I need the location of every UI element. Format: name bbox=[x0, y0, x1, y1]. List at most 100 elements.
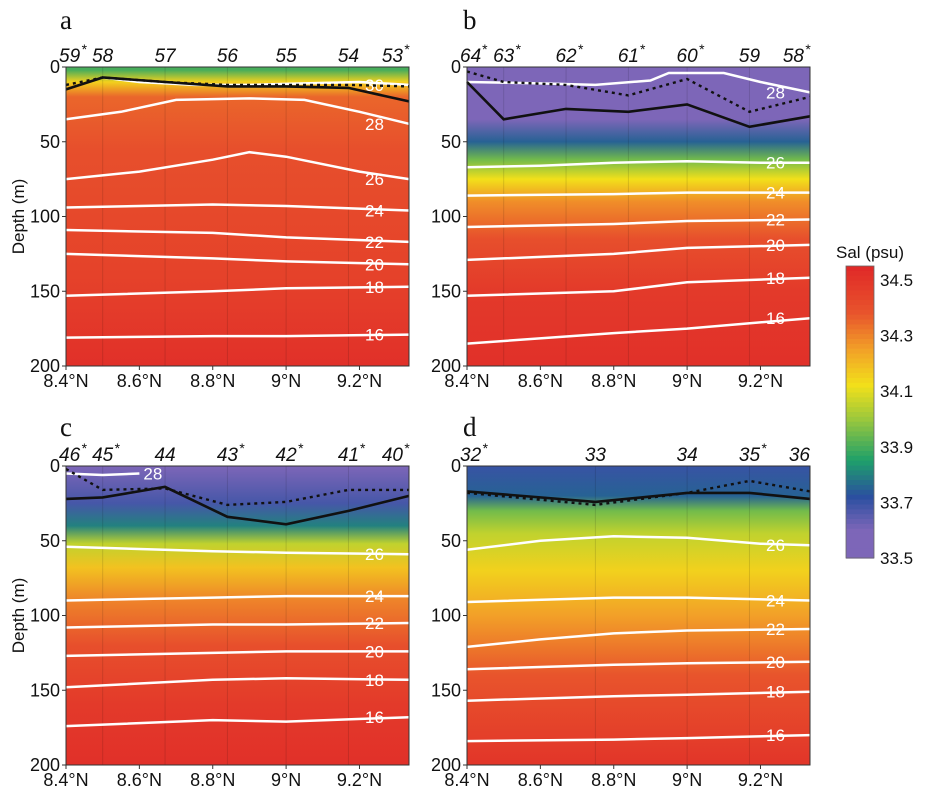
isotherm-26 bbox=[65, 545, 410, 556]
isotherm-label: 18 bbox=[766, 269, 785, 288]
colorbar-segment bbox=[846, 519, 874, 525]
colorbar-segment bbox=[846, 392, 874, 398]
isotherm-label: 28 bbox=[143, 464, 162, 483]
x-tick-label: 9.2°N bbox=[337, 371, 382, 391]
isotherm-label: 28 bbox=[365, 115, 384, 134]
isotherm-label: 20 bbox=[365, 642, 384, 661]
x-tick-label: 8.6°N bbox=[518, 371, 563, 391]
isotherm-24 bbox=[65, 594, 409, 602]
colorbar-segment bbox=[846, 300, 874, 306]
colorbar-segment bbox=[846, 436, 874, 442]
colorbar-segment bbox=[846, 465, 874, 471]
station-star: * bbox=[360, 440, 366, 456]
colorbar-tick-label: 34.1 bbox=[880, 382, 913, 401]
station-label: 43 bbox=[217, 445, 239, 466]
colorbar-segment bbox=[846, 285, 874, 291]
mixed-layer-dotted bbox=[65, 467, 409, 507]
station-star: * bbox=[82, 440, 88, 456]
isotherm-label: 18 bbox=[365, 278, 384, 297]
x-tick-label: 8.8°N bbox=[190, 371, 235, 391]
x-tick-label: 8.6°N bbox=[117, 770, 162, 790]
mixed-layer-dotted bbox=[466, 479, 811, 507]
colorbar-segment bbox=[846, 446, 874, 452]
salinity-field-a bbox=[66, 67, 409, 366]
x-tick-label: 9°N bbox=[672, 770, 702, 790]
station-label: 64 bbox=[460, 46, 481, 67]
salinity-field-c bbox=[66, 466, 409, 765]
colorbar-tick-label: 33.9 bbox=[880, 438, 913, 457]
station-label: 41 bbox=[338, 445, 359, 466]
station-label: 59 bbox=[59, 46, 81, 67]
station-star: * bbox=[115, 440, 121, 456]
x-tick-label: 9.2°N bbox=[738, 770, 783, 790]
station-label: 35 bbox=[739, 445, 761, 466]
colorbar-tick-label: 34.3 bbox=[880, 327, 913, 346]
isotherm-22 bbox=[65, 228, 410, 244]
isotherm-label: 22 bbox=[365, 233, 384, 252]
colorbar-segment bbox=[846, 339, 874, 345]
isotherm-label: 28 bbox=[766, 83, 785, 102]
isotherm-18 bbox=[466, 276, 811, 297]
isotherm-label: 18 bbox=[365, 671, 384, 690]
station-label: 60 bbox=[677, 46, 699, 67]
y-tick-label: 200 bbox=[431, 755, 461, 775]
station-label: 62 bbox=[555, 46, 577, 67]
colorbar-segment bbox=[846, 353, 874, 360]
colorbar-segment bbox=[846, 450, 874, 457]
colorbar-segment bbox=[846, 470, 874, 476]
x-tick-label: 8.4°N bbox=[444, 371, 489, 391]
colorbar-segment bbox=[846, 358, 874, 364]
station-label: 56 bbox=[217, 46, 239, 67]
station-label: 63 bbox=[493, 46, 515, 67]
colorbar-segment bbox=[846, 412, 874, 418]
y-tick-label: 100 bbox=[431, 606, 461, 626]
y-tick-label: 100 bbox=[30, 606, 60, 626]
station-star: * bbox=[482, 41, 488, 57]
y-tick-label: 200 bbox=[30, 356, 60, 376]
isotherm-16 bbox=[466, 316, 811, 345]
colorbar-segment bbox=[846, 382, 874, 389]
salinity-field-b bbox=[467, 67, 810, 366]
colorbar-segment bbox=[846, 416, 874, 423]
y-tick-label: 100 bbox=[30, 207, 60, 227]
y-tick-label: 100 bbox=[431, 207, 461, 227]
y-tick-label: 150 bbox=[431, 281, 461, 301]
x-tick-label: 8.6°N bbox=[518, 770, 563, 790]
isotherm-16 bbox=[466, 733, 811, 743]
salinity-field-d bbox=[467, 466, 810, 765]
y-tick-label: 200 bbox=[30, 755, 60, 775]
colorbar-segment bbox=[846, 402, 874, 408]
isotherm-18 bbox=[65, 677, 410, 689]
x-tick-label: 8.8°N bbox=[591, 371, 636, 391]
isotherm-label: 20 bbox=[365, 255, 384, 274]
y-tick-label: 150 bbox=[30, 680, 60, 700]
isotherm-20 bbox=[65, 650, 409, 658]
isotherm-26 bbox=[65, 150, 410, 181]
colorbar-segment bbox=[846, 548, 874, 554]
y-tick-label: 50 bbox=[441, 132, 461, 152]
station-star: * bbox=[82, 41, 88, 57]
colorbar-segment bbox=[846, 489, 874, 496]
station-label: 40 bbox=[382, 445, 404, 466]
isotherm-22 bbox=[466, 218, 811, 229]
colorbar-segment bbox=[846, 368, 874, 374]
station-label: 54 bbox=[338, 46, 359, 67]
y-axis-label: Depth (m) bbox=[9, 179, 28, 255]
x-tick-label: 8.8°N bbox=[591, 770, 636, 790]
mixed-layer-dotted bbox=[466, 70, 811, 114]
isotherm-label: 22 bbox=[766, 210, 785, 229]
station-label: 36 bbox=[789, 445, 811, 466]
station-star: * bbox=[761, 440, 767, 456]
colorbar-segment bbox=[846, 329, 874, 335]
station-star: * bbox=[516, 41, 522, 57]
colorbar-segment bbox=[846, 275, 874, 282]
mixed-layer-solid bbox=[466, 81, 811, 129]
x-tick-label: 8.4°N bbox=[444, 770, 489, 790]
x-tick-label: 9.2°N bbox=[337, 770, 382, 790]
isotherm-label: 18 bbox=[766, 683, 785, 702]
y-tick-label: 50 bbox=[441, 531, 461, 551]
